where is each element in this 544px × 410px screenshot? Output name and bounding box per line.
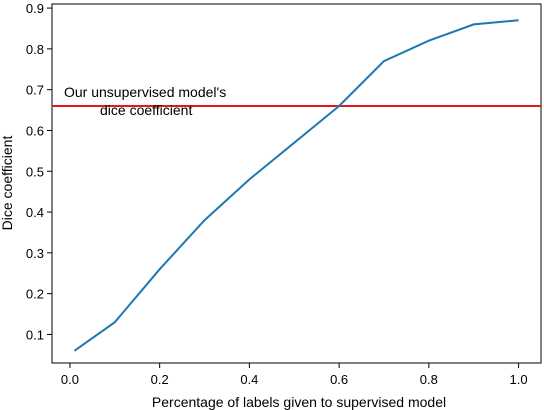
series-line: [73, 19, 519, 352]
y-tick-label: 0.9: [26, 1, 44, 16]
x-tick-label: 0.4: [240, 372, 258, 387]
x-axis-ticks: 0.0 0.2 0.4 0.6 0.8 1.0: [61, 363, 528, 387]
y-tick-label: 0.6: [26, 123, 44, 138]
y-tick-label: 0.3: [26, 246, 44, 261]
x-tick-label: 0.2: [151, 372, 169, 387]
y-axis-ticks: 0.1 0.2 0.3 0.4 0.5 0.6 0.7 0.8 0.9: [26, 1, 52, 342]
y-axis-label: Dice coefficient: [0, 136, 15, 231]
y-tick-label: 0.8: [26, 42, 44, 57]
reference-annotation-line-1: Our unsupervised model's: [64, 84, 226, 100]
y-tick-label: 0.4: [26, 205, 44, 220]
y-tick-label: 0.1: [26, 327, 44, 342]
x-tick-label: 0.6: [330, 372, 348, 387]
reference-annotation-line-2: dice coefficient: [100, 102, 192, 118]
y-tick-label: 0.7: [26, 83, 44, 98]
x-tick-label: 1.0: [510, 372, 528, 387]
x-tick-label: 0.8: [420, 372, 438, 387]
y-tick-label: 0.5: [26, 164, 44, 179]
y-tick-label: 0.2: [26, 287, 44, 302]
plot-frame: [51, 3, 542, 364]
x-tick-label: 0.0: [61, 372, 79, 387]
x-axis-label: Percentage of labels given to supervised…: [152, 394, 446, 410]
